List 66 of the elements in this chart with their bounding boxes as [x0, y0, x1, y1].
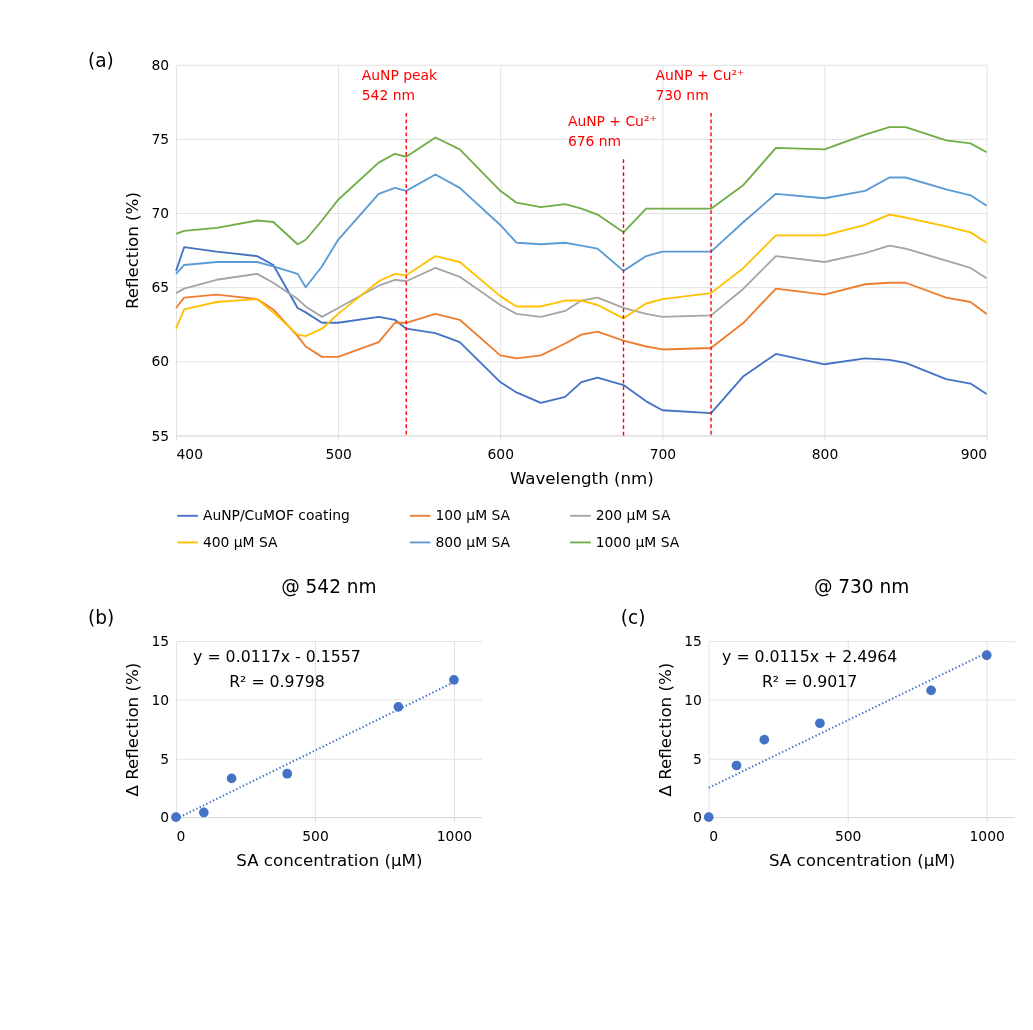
- y-tick-label: 5: [160, 750, 170, 767]
- y-axis-title: Δ Reflection (%): [123, 662, 143, 797]
- y-tick-label: 60: [151, 353, 170, 370]
- point: [703, 812, 714, 822]
- x-tick-label: 500: [834, 827, 862, 844]
- y-tick-label: 65: [151, 279, 170, 296]
- chart-title: @ 730 nm: [813, 575, 910, 597]
- x-tick-label: 1000: [969, 827, 1005, 844]
- point: [449, 674, 459, 685]
- x-tick-label: 400: [176, 446, 203, 463]
- line-series: [175, 246, 988, 415]
- x-tick-label: 800: [811, 446, 839, 463]
- point: [759, 734, 770, 745]
- y-axis-title: Δ Reflection (%): [656, 662, 676, 797]
- annotation: R² = 0.9798: [229, 671, 325, 691]
- point: [198, 807, 209, 818]
- y-tick-label: 80: [151, 56, 170, 73]
- chart-title: @ 542 nm: [281, 575, 377, 597]
- point: [282, 768, 293, 779]
- x-tick-label: 0: [176, 827, 186, 844]
- x-tick-label: 1000: [436, 827, 473, 844]
- point: [731, 760, 742, 771]
- annotation: y = 0.0117x - 0.1557: [193, 647, 361, 667]
- legend-label: 800 μM SA: [435, 534, 511, 551]
- y-tick-label: 70: [151, 205, 170, 222]
- y-tick-label: 5: [692, 750, 702, 767]
- text: (a): [88, 49, 114, 71]
- x-tick-label: 500: [325, 446, 352, 463]
- line-series: [175, 173, 988, 289]
- legend-label: 1000 μM SA: [595, 534, 680, 551]
- ref-line-label: AuNP peak 542 nm: [361, 66, 438, 104]
- y-axis-title: Reflection (%): [123, 192, 143, 310]
- x-tick-label: 700: [649, 446, 677, 463]
- y-tick-label: 10: [151, 691, 170, 708]
- x-axis-title: SA concentration (μM): [768, 850, 956, 870]
- y-tick-label: 15: [684, 633, 702, 650]
- text: (c): [620, 607, 646, 629]
- annotation: R² = 0.9017: [761, 671, 858, 691]
- y-tick-label: 75: [151, 131, 170, 148]
- ref-line-label: AuNP + Cu²⁺ 730 nm: [655, 66, 745, 104]
- y-tick-label: 0: [692, 809, 702, 826]
- annotation: y = 0.0115x + 2.4964: [722, 647, 898, 667]
- line-series: [175, 281, 988, 360]
- x-axis-title: Wavelength (nm): [509, 469, 654, 489]
- x-tick-label: 500: [302, 827, 329, 844]
- legend-label: 100 μM SA: [435, 507, 511, 524]
- text: (b): [88, 607, 115, 629]
- point: [926, 685, 936, 696]
- x-tick-label: 0: [709, 827, 719, 844]
- line-series: [175, 244, 988, 318]
- x-axis-title: SA concentration (μM): [236, 850, 423, 870]
- y-tick-label: 55: [151, 427, 170, 444]
- line-series: [175, 213, 988, 338]
- x-tick-label: 900: [960, 446, 988, 463]
- legend-label: 200 μM SA: [595, 507, 671, 524]
- legend-label: AuNP/CuMOF coating: [202, 507, 350, 524]
- point: [226, 773, 237, 784]
- point: [815, 718, 825, 729]
- y-tick-label: 0: [160, 809, 170, 826]
- line-series: [175, 126, 988, 246]
- y-tick-label: 15: [151, 633, 170, 650]
- x-tick-label: 600: [487, 446, 514, 463]
- point: [171, 812, 181, 822]
- legend-label: 400 μM SA: [202, 534, 279, 551]
- ref-line-label: AuNP + Cu²⁺ 676 nm: [567, 113, 657, 150]
- y-tick-label: 10: [684, 691, 702, 708]
